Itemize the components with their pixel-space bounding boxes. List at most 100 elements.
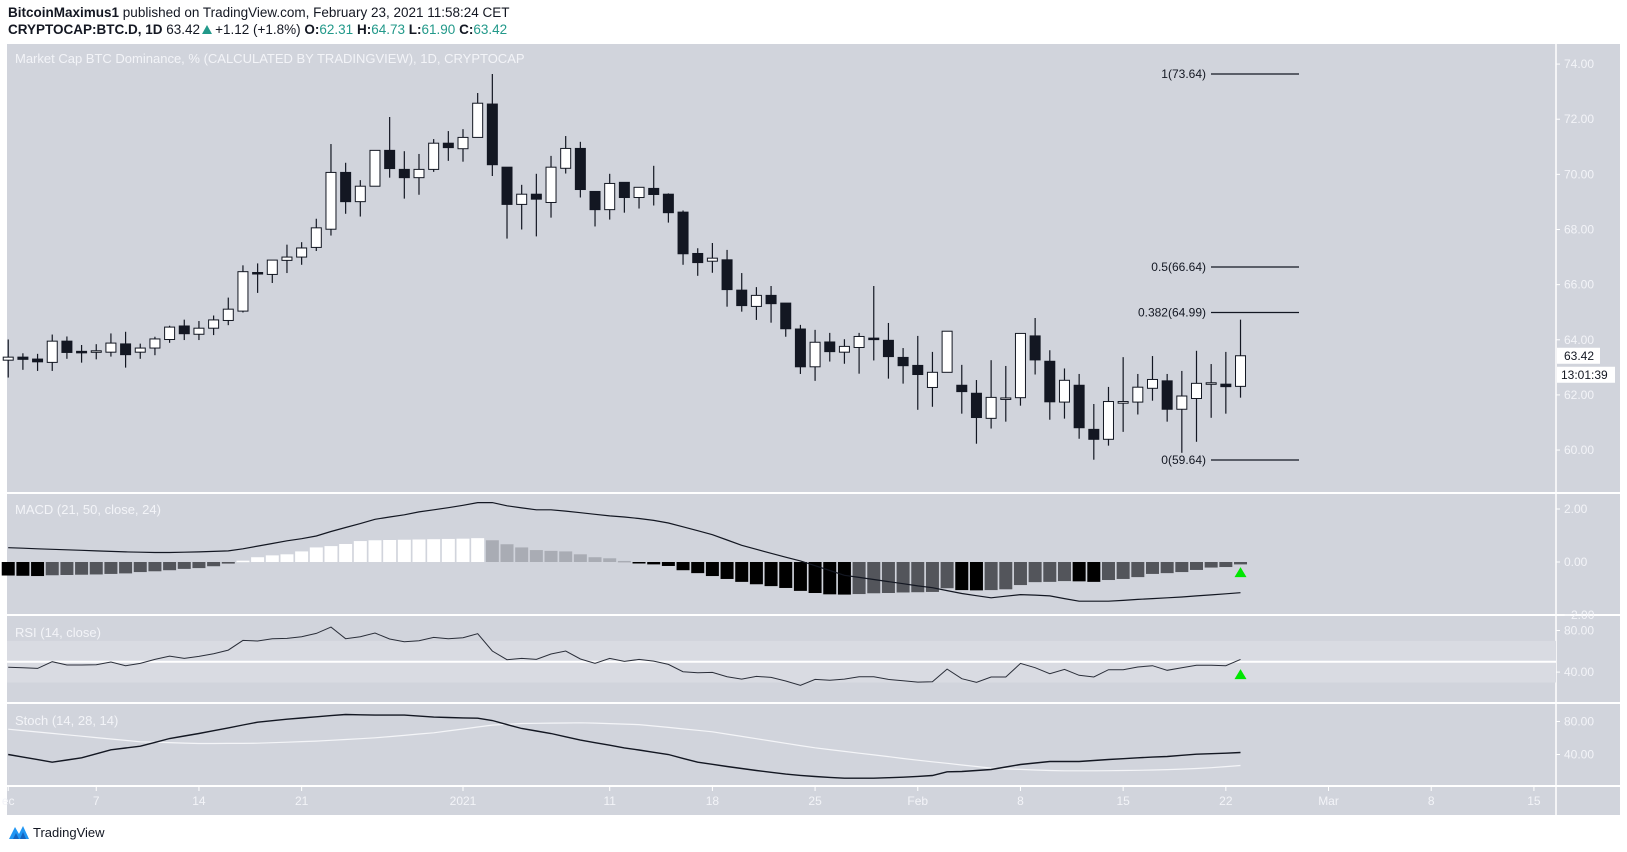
macd-histogram-bar (999, 562, 1013, 590)
candle (1117, 357, 1129, 432)
price-axis-label: 62.00 (1564, 388, 1594, 402)
candle-body (266, 259, 278, 275)
macd-histogram-bar (89, 562, 103, 575)
candle (780, 302, 792, 337)
candle-body (120, 343, 132, 356)
candle (1102, 386, 1114, 446)
chart-background (7, 44, 1620, 815)
macd-histogram-bar (1190, 562, 1203, 570)
macd-axis-label: 0.00 (1564, 555, 1588, 569)
macd-histogram-bar (764, 562, 778, 587)
candle (1000, 365, 1012, 422)
candle-body (134, 347, 146, 353)
candle (618, 181, 630, 213)
candle-body (824, 341, 836, 353)
author-name[interactable]: BitcoinMaximus1 (8, 5, 120, 20)
macd-buy-arrow-icon (1234, 567, 1247, 578)
macd-histogram-bar (823, 562, 837, 595)
time-axis-label: 2021 (450, 794, 477, 808)
candle (281, 244, 293, 274)
candle-body (809, 341, 821, 368)
macd-histogram-bar (133, 562, 147, 573)
time-axis-label: 8 (1017, 794, 1024, 808)
candle-body (1205, 382, 1217, 385)
candle-body (1044, 360, 1056, 403)
candle-body (516, 193, 528, 205)
close-value: 63.42 (473, 22, 508, 37)
candle (897, 348, 909, 384)
candle-body (677, 211, 689, 255)
macd-histogram-bar (515, 547, 529, 562)
candle (17, 353, 29, 370)
rsi-axis-label: 40.00 (1564, 665, 1594, 679)
candle-body (853, 335, 865, 348)
macd-histogram-bar (1087, 562, 1101, 582)
price-axis-label: 66.00 (1564, 278, 1594, 292)
tradingview-footer[interactable]: TradingView (8, 824, 105, 840)
macd-histogram-bar (1101, 562, 1115, 581)
candle (1044, 350, 1056, 420)
price-axis-label: 72.00 (1564, 112, 1594, 126)
candle (384, 117, 396, 178)
time-axis-label: 18 (706, 794, 720, 808)
time-axis-label: 7 (93, 794, 100, 808)
candle (1029, 317, 1041, 375)
macd-histogram-bar (1057, 562, 1071, 582)
candle (325, 144, 337, 236)
candle (838, 339, 850, 364)
macd-histogram-bar (324, 546, 338, 562)
footer-brand: TradingView (33, 824, 105, 840)
candle (1235, 319, 1247, 398)
macd-histogram-bar (31, 562, 45, 577)
macd-histogram-bar (441, 538, 455, 562)
candle (882, 322, 894, 379)
candle-body (985, 396, 997, 419)
candle-body (736, 289, 748, 307)
candle (853, 332, 865, 374)
macd-histogram-bar (1131, 562, 1145, 578)
macd-histogram-bar (779, 562, 793, 588)
macd-histogram-bar (456, 538, 470, 562)
candle (442, 131, 454, 161)
time-axis-label: 25 (808, 794, 822, 808)
candle-body (296, 247, 308, 258)
macd-histogram-bar (192, 562, 206, 569)
candle-body (926, 371, 938, 388)
stoch-k-line (8, 713, 1241, 779)
candle-body (281, 256, 293, 261)
macd-histogram-bar (544, 550, 558, 562)
macd-histogram-bar (647, 562, 661, 565)
candle (692, 248, 704, 276)
macd-histogram-bar (75, 562, 89, 575)
macd-histogram-bar (1072, 562, 1086, 582)
candle (706, 243, 718, 273)
candle (765, 286, 777, 323)
candle (1058, 368, 1070, 419)
candle (868, 286, 880, 361)
macd-histogram-bar (691, 562, 705, 574)
macd-histogram-bar (632, 562, 646, 564)
candle (105, 333, 117, 357)
candle-body (149, 338, 161, 349)
macd-histogram-bar (559, 551, 573, 562)
candle (926, 351, 938, 407)
candle (32, 353, 44, 371)
candle (633, 186, 645, 209)
candle (252, 263, 264, 293)
candle-body (354, 185, 366, 203)
tradingview-logo-icon (9, 826, 29, 839)
macd-histogram-bar (911, 562, 925, 593)
macd-histogram-bar (705, 562, 719, 577)
candle-body (1191, 382, 1202, 399)
price-axis-label: 64.00 (1564, 333, 1594, 347)
low-label: L: (408, 22, 422, 37)
candle-body (340, 171, 352, 203)
candle-body (706, 257, 718, 262)
candle (369, 149, 381, 187)
macd-histogram-bar (500, 544, 514, 562)
candle (750, 287, 762, 320)
candle-body (76, 350, 88, 354)
candle (413, 153, 425, 195)
candle-body (794, 328, 806, 368)
